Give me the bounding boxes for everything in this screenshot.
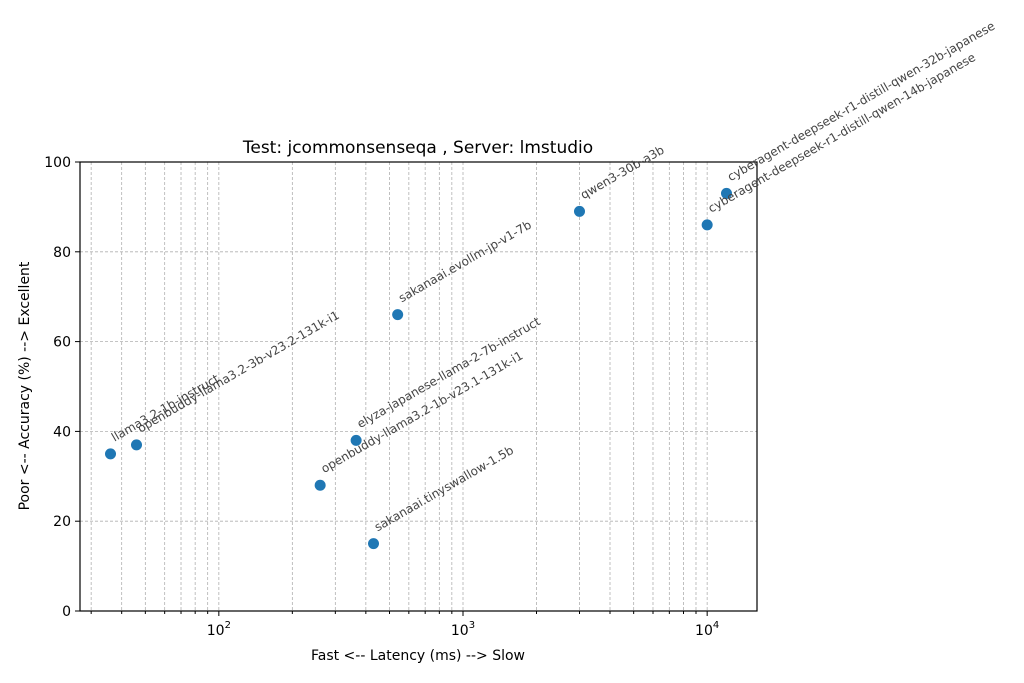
y-tick-label: 0 bbox=[62, 604, 71, 620]
y-tick-label: 60 bbox=[53, 335, 71, 351]
x-tick-exponent: 3 bbox=[469, 620, 475, 631]
data-point bbox=[392, 309, 404, 321]
data-point bbox=[314, 479, 326, 491]
x-tick-label: 104 bbox=[695, 620, 719, 639]
data-point bbox=[701, 219, 713, 231]
y-tick-label: 20 bbox=[53, 514, 71, 530]
data-point bbox=[130, 439, 142, 451]
x-axis-title: Fast <-- Latency (ms) --> Slow bbox=[311, 648, 525, 664]
data-point bbox=[573, 205, 585, 217]
chart-title: Test: jcommonsenseqa , Server: lmstudio bbox=[242, 138, 593, 158]
y-tick-label: 40 bbox=[53, 424, 71, 440]
plot-frame bbox=[79, 161, 758, 612]
y-axis-title: Poor <-- Accuracy (%) --> Excellent bbox=[17, 261, 33, 510]
x-tick-label: 103 bbox=[451, 620, 475, 639]
data-point bbox=[350, 434, 362, 446]
y-tick-label: 100 bbox=[44, 155, 71, 171]
data-point bbox=[720, 187, 732, 199]
x-tick-base: 10 bbox=[451, 623, 469, 639]
x-tick-base: 10 bbox=[695, 623, 713, 639]
data-point bbox=[105, 448, 117, 460]
x-tick-exponent: 4 bbox=[713, 620, 719, 631]
data-point bbox=[368, 538, 380, 550]
data-points bbox=[105, 187, 732, 550]
x-tick-exponent: 2 bbox=[225, 620, 231, 631]
x-tick-base: 10 bbox=[207, 623, 225, 639]
x-tick-label: 102 bbox=[207, 620, 231, 639]
y-tick-label: 80 bbox=[53, 245, 71, 261]
